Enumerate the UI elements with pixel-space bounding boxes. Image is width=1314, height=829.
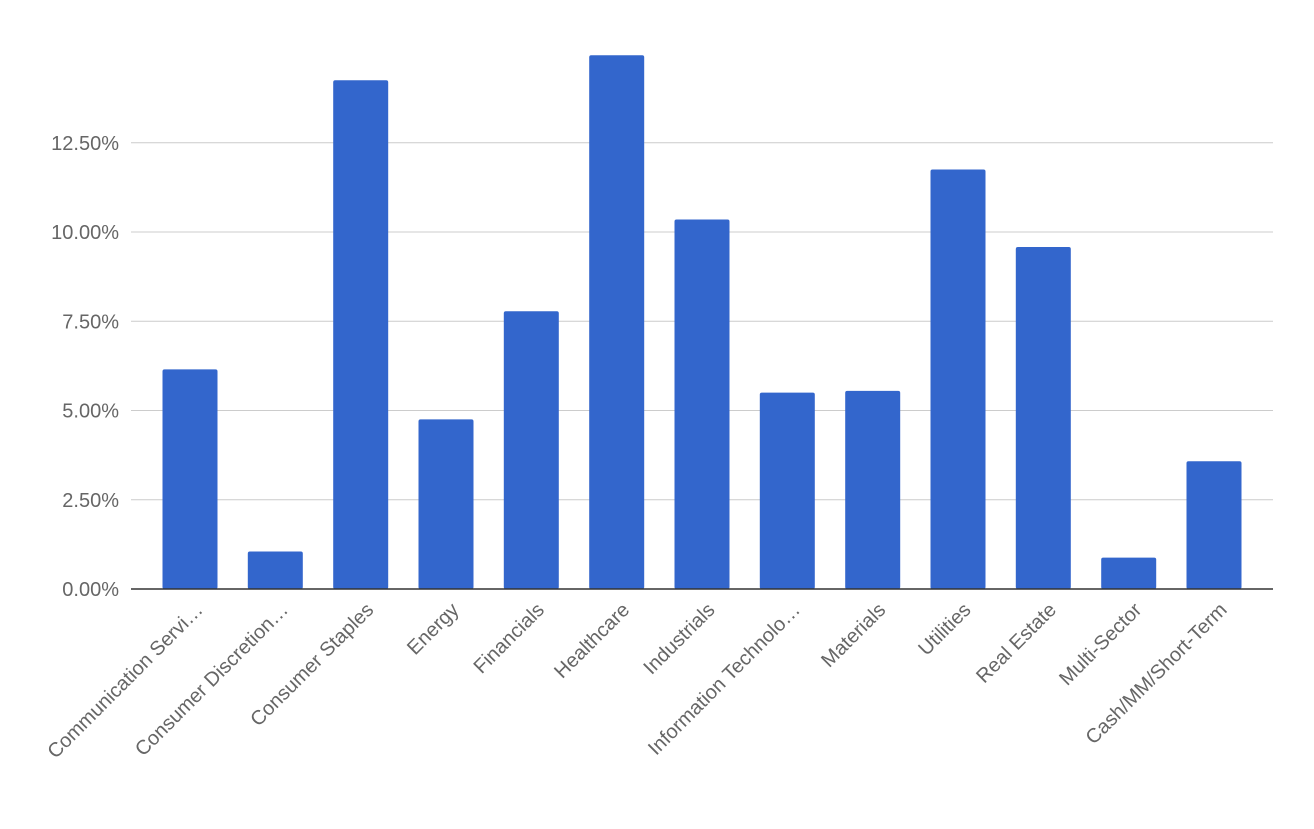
x-tick-label: Information Technolo…	[644, 599, 805, 760]
x-tick-label: Consumer Discretion…	[131, 599, 293, 761]
x-tick-label: Communication Servi…	[43, 599, 207, 763]
bar[interactable]	[247, 551, 303, 590]
bar[interactable]	[674, 219, 730, 590]
x-tick-label: Industrials	[640, 599, 720, 679]
bar[interactable]	[333, 80, 389, 590]
y-tick-label: 10.00%	[51, 222, 119, 244]
bar[interactable]	[1101, 557, 1157, 589]
bar[interactable]	[1015, 247, 1071, 589]
y-tick-label: 5.00%	[62, 401, 119, 423]
x-tick-label: Healthcare	[550, 599, 634, 683]
bar[interactable]	[930, 169, 986, 590]
bars	[162, 55, 1242, 590]
bar[interactable]	[418, 419, 474, 589]
y-tick-label: 7.50%	[62, 311, 119, 333]
bar[interactable]	[759, 392, 815, 589]
x-axis-ticks: Communication Servi…Consumer Discretion……	[43, 599, 1231, 763]
y-tick-label: 2.50%	[62, 490, 119, 512]
bar[interactable]	[162, 369, 218, 589]
x-tick-label: Multi-Sector	[1055, 599, 1146, 690]
y-axis-ticks: 0.00% 2.50% 5.00% 7.50% 10.00% 12.50%	[51, 133, 119, 601]
bar[interactable]	[1186, 461, 1242, 589]
x-tick-label: Energy	[403, 599, 463, 659]
x-tick-label: Cash/MM/Short-Term	[1082, 599, 1232, 749]
x-tick-label: Materials	[817, 599, 890, 672]
bar[interactable]	[503, 311, 559, 589]
x-tick-label: Utilities	[914, 599, 975, 660]
bar[interactable]	[845, 390, 901, 589]
x-tick-label: Financials	[470, 599, 549, 678]
bar[interactable]	[589, 55, 645, 590]
y-tick-label: 12.50%	[51, 133, 119, 155]
y-tick-label: 0.00%	[62, 579, 119, 601]
x-tick-label: Real Estate	[972, 599, 1061, 688]
